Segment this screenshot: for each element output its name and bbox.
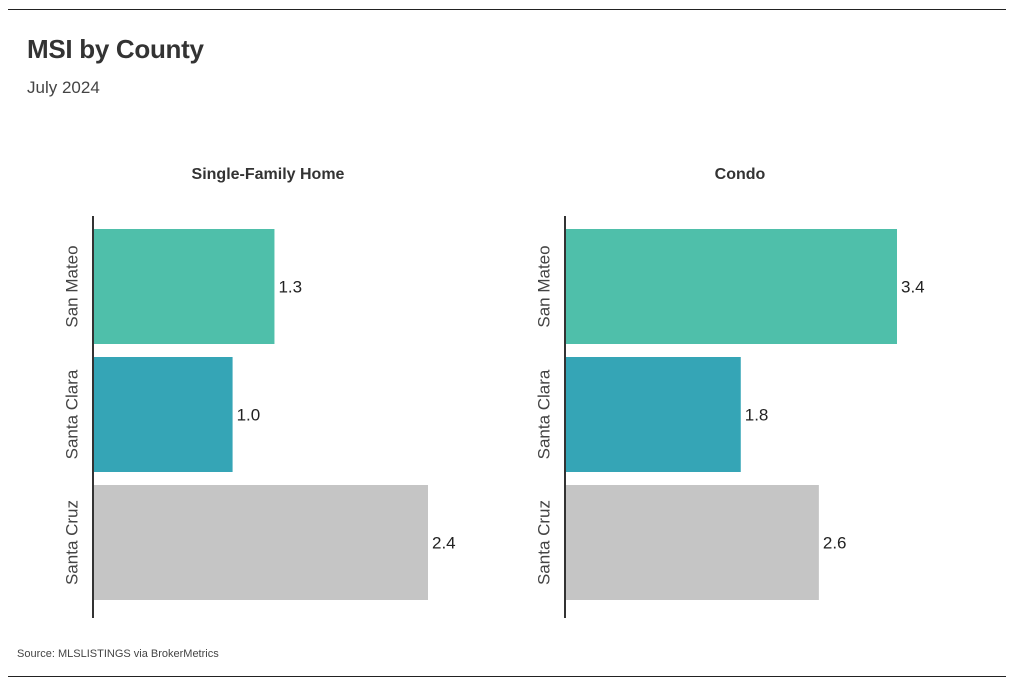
top-rule bbox=[8, 9, 1006, 10]
source-note: Source: MLSLISTINGS via BrokerMetrics bbox=[17, 648, 219, 660]
bar-san-mateo bbox=[565, 229, 897, 344]
bar-santa-clara bbox=[565, 357, 741, 472]
category-label-santa-cruz: Santa Cruz bbox=[535, 500, 554, 585]
value-label-santa-cruz: 2.6 bbox=[823, 534, 847, 553]
bottom-rule bbox=[8, 676, 1006, 677]
panel-single-family-home: Single-Family Home 1.3 San Mateo 1.0 Santa C… bbox=[63, 166, 456, 618]
value-label-santa-clara: 1.0 bbox=[237, 406, 261, 425]
category-label-santa-clara: Santa Clara bbox=[535, 369, 554, 459]
panel-title: Single-Family Home bbox=[192, 166, 345, 183]
value-label-santa-clara: 1.8 bbox=[745, 406, 769, 425]
bar-san-mateo bbox=[93, 229, 275, 344]
value-label-santa-cruz: 2.4 bbox=[432, 534, 456, 553]
category-label-san-mateo: San Mateo bbox=[535, 245, 554, 327]
category-label-santa-cruz: Santa Cruz bbox=[63, 500, 82, 585]
panel-condo: Condo 3.4 San Mateo 1.8 Santa Clara 2.6 Santa … bbox=[535, 166, 925, 618]
panel-title: Condo bbox=[715, 166, 766, 183]
bar-santa-cruz bbox=[93, 485, 428, 600]
value-label-san-mateo: 3.4 bbox=[901, 278, 925, 297]
bar-santa-cruz bbox=[565, 485, 819, 600]
category-label-santa-clara: Santa Clara bbox=[63, 369, 82, 459]
bar-santa-clara bbox=[93, 357, 233, 472]
chart-title: MSI by County bbox=[27, 34, 204, 64]
chart-subtitle: July 2024 bbox=[27, 78, 100, 97]
category-label-san-mateo: San Mateo bbox=[63, 245, 82, 327]
value-label-san-mateo: 1.3 bbox=[278, 278, 302, 297]
